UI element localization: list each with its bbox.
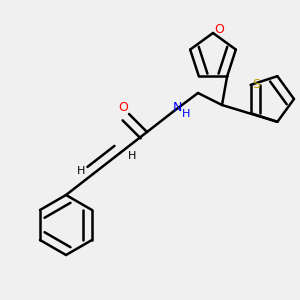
Text: O: O	[214, 23, 224, 37]
Text: H: H	[77, 166, 85, 176]
Text: H: H	[128, 151, 136, 161]
Text: H: H	[182, 109, 190, 119]
Text: N: N	[172, 101, 182, 115]
Text: O: O	[118, 101, 128, 115]
Text: S: S	[253, 78, 261, 92]
